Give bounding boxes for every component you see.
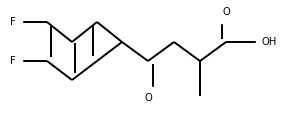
Text: O: O (144, 93, 152, 103)
Text: F: F (10, 56, 16, 66)
Text: O: O (222, 7, 230, 17)
Text: F: F (10, 17, 16, 27)
Text: OH: OH (262, 37, 277, 47)
